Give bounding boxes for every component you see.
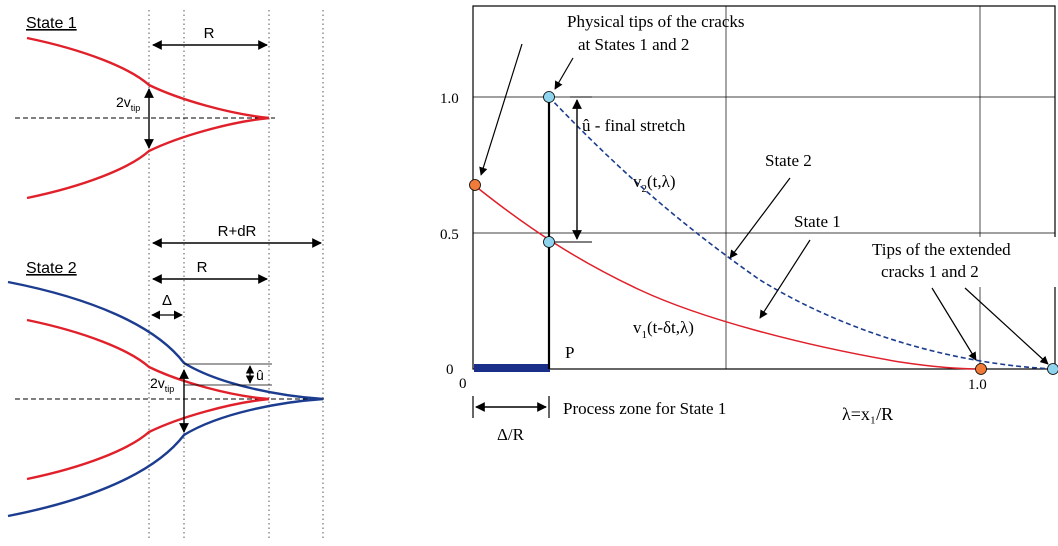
v-tip-label-2: 2vtip bbox=[150, 375, 174, 394]
callout-extended-tips-line2: cracks 1 and 2 bbox=[881, 262, 979, 281]
callout-extended-tips-bg bbox=[868, 237, 1056, 287]
callout-extended-tips-line1: Tips of the extended bbox=[872, 240, 1011, 259]
state1-lower-crack-face-overlay bbox=[26, 397, 270, 481]
grid bbox=[473, 6, 1055, 369]
left-panel: State 1 R 2vtip R+dR State 2 R Δ û 2vtip bbox=[7, 10, 325, 540]
final-stretch-label: û - final stretch bbox=[582, 116, 686, 135]
R-label-2: R bbox=[197, 259, 208, 276]
arrow-extended-tip-2 bbox=[964, 287, 1049, 365]
arrow-to-origin-marker bbox=[479, 43, 523, 176]
v-tip-label-1: 2vtip bbox=[116, 94, 140, 113]
state2-upper-crack-face bbox=[7, 280, 324, 401]
delta-label: Δ bbox=[162, 292, 172, 309]
arrow-to-state2-tip bbox=[554, 57, 574, 90]
label-state2: State 2 bbox=[765, 151, 812, 170]
state1-lower-crack-face bbox=[26, 116, 270, 200]
state1-upper-crack-face-overlay bbox=[26, 318, 270, 401]
R-label-1: R bbox=[204, 25, 215, 42]
arrow-state1 bbox=[759, 239, 811, 319]
state2-curve bbox=[548, 96, 1056, 370]
dotted-guides bbox=[148, 10, 324, 540]
marker-state1-origin bbox=[469, 179, 481, 191]
marker-state1-at-P bbox=[543, 236, 555, 248]
y-tick-1.0: 1.0 bbox=[440, 91, 459, 107]
state2-lower-crack-face bbox=[7, 397, 324, 518]
label-v1: v1(t-δt,λ) bbox=[633, 318, 694, 341]
x-tick-1.0: 1.0 bbox=[968, 377, 987, 393]
callout-physical-tips-line2: at States 1 and 2 bbox=[578, 35, 689, 54]
plot-frame bbox=[472, 5, 1056, 370]
marker-extended-tip-2 bbox=[1047, 363, 1058, 375]
y-tick-0.5: 0.5 bbox=[440, 227, 459, 243]
state2-title: State 2 bbox=[26, 260, 77, 277]
RdR-label: R+dR bbox=[218, 223, 257, 240]
label-state1: State 1 bbox=[794, 212, 841, 231]
label-delta-over-R: Δ/R bbox=[497, 425, 525, 444]
arrow-state2 bbox=[729, 177, 791, 259]
callout-physical-tips-line1: Physical tips of the cracks bbox=[567, 12, 745, 31]
arrow-extended-tip-1 bbox=[931, 287, 977, 361]
x-axis-label: λ=x₁/R bbox=[842, 404, 893, 424]
marker-extended-tip-1 bbox=[975, 363, 987, 375]
label-process-zone: Process zone for State 1 bbox=[563, 399, 726, 418]
label-P: P bbox=[565, 343, 574, 362]
marker-state2-tip bbox=[543, 91, 555, 103]
right-panel: 1.0 0.5 0 0 1.0 û - final stretch Physic… bbox=[440, 5, 1058, 444]
label-v2: v2(t,λ) bbox=[633, 172, 676, 195]
state1-title: State 1 bbox=[26, 15, 77, 32]
process-zone-bar bbox=[474, 364, 550, 372]
u-hat-label: û bbox=[256, 367, 264, 383]
state1-upper-crack-face bbox=[26, 36, 270, 120]
y-tick-0: 0 bbox=[446, 362, 454, 378]
x-tick-0: 0 bbox=[459, 376, 467, 392]
